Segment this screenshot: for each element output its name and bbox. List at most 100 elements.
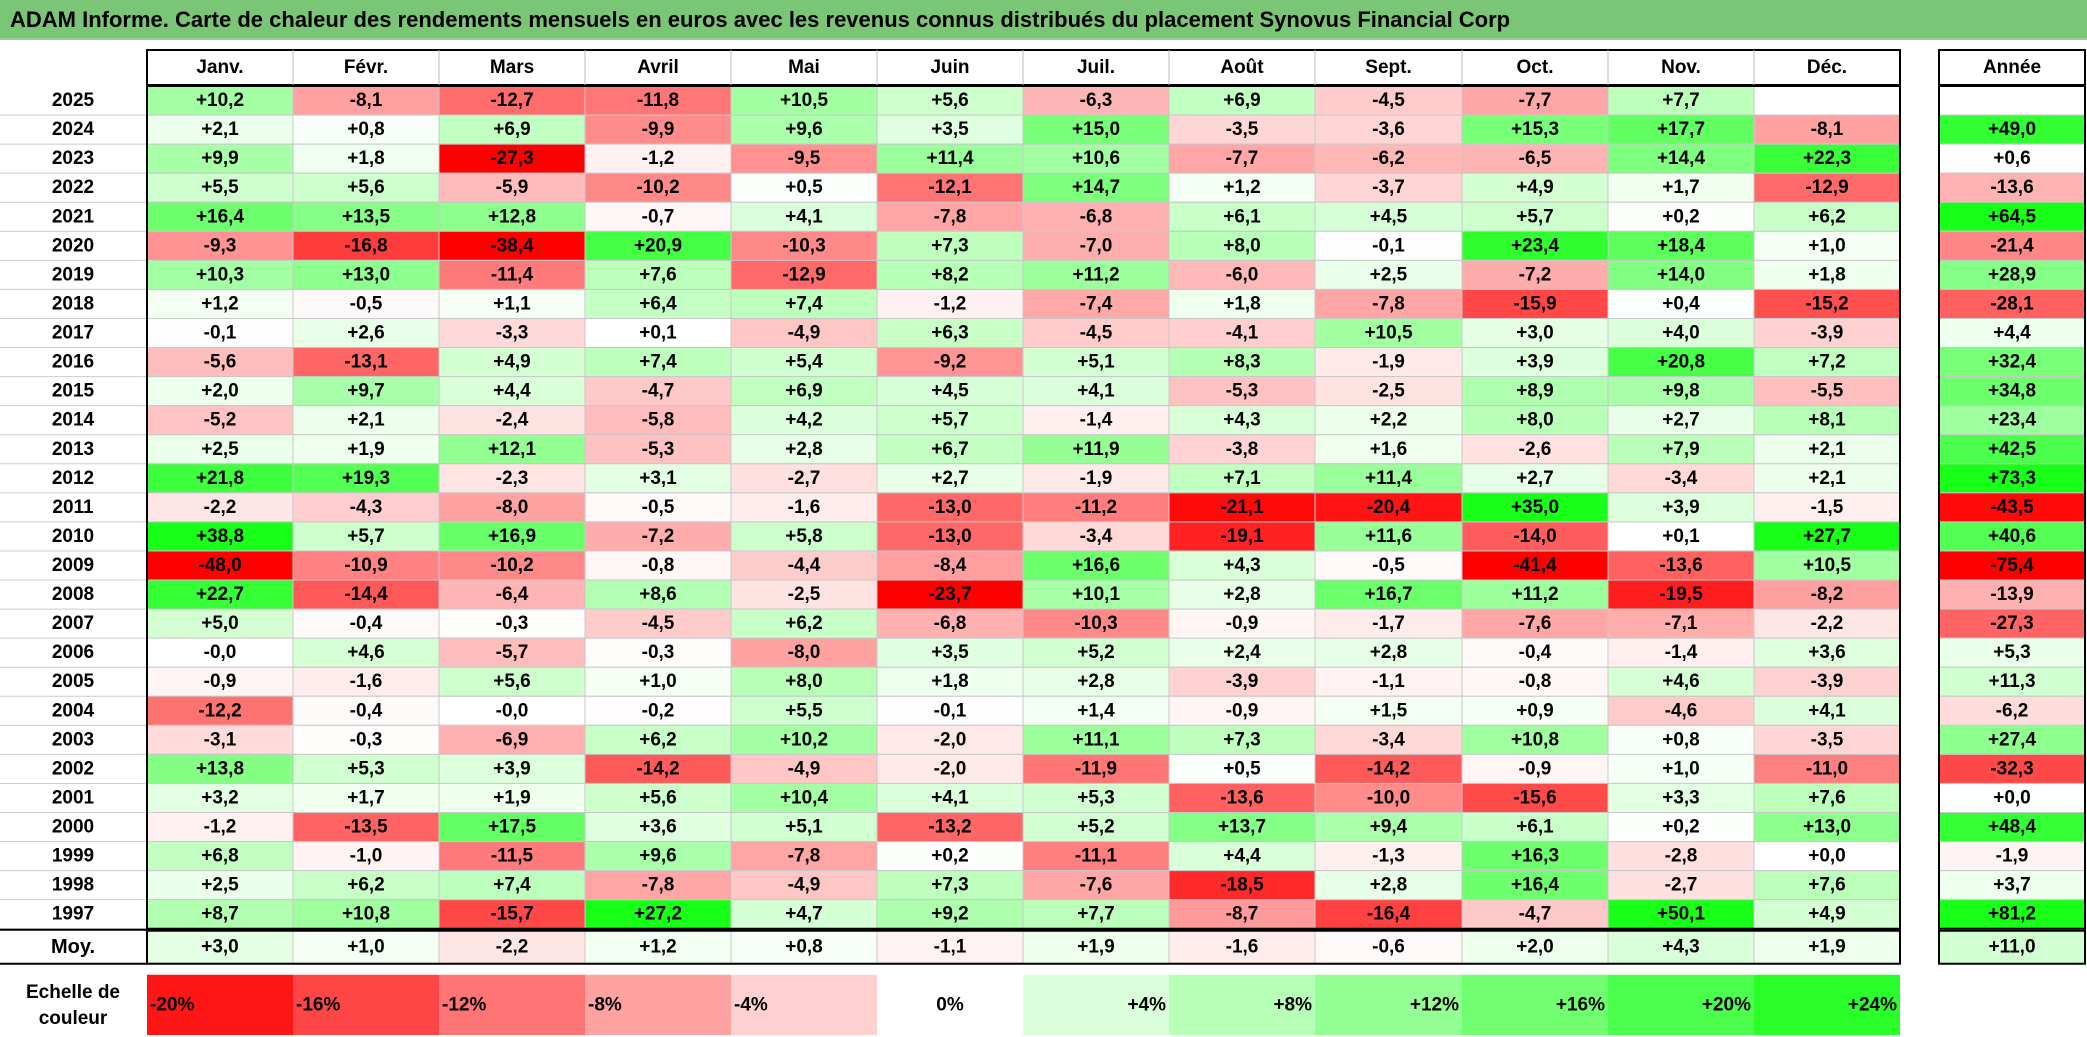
cell-value: +8,1 bbox=[1808, 410, 1846, 431]
cell-value: -5,3 bbox=[642, 439, 675, 460]
heat-cell bbox=[1461, 463, 1609, 494]
heat-cell bbox=[876, 259, 1024, 290]
cell-value: +1,5 bbox=[1370, 700, 1408, 721]
cell-value: -7,2 bbox=[1519, 264, 1552, 285]
heat-cell bbox=[146, 347, 294, 378]
annual-cell bbox=[1938, 550, 2086, 581]
cell-value: -4,4 bbox=[788, 555, 821, 576]
year-label: 2020 bbox=[52, 235, 94, 256]
cell-value: -0,4 bbox=[350, 613, 383, 634]
heat-cell bbox=[730, 114, 878, 145]
cell-value: -9,3 bbox=[204, 235, 237, 256]
heat-cell bbox=[292, 724, 440, 755]
year-label: 2005 bbox=[52, 671, 95, 692]
heat-cell bbox=[1753, 724, 1901, 755]
annual-value: +0,6 bbox=[1993, 148, 2031, 169]
cell-value: -0,5 bbox=[1372, 555, 1405, 576]
cell-value: -5,8 bbox=[642, 410, 675, 431]
cell-value: -9,5 bbox=[788, 148, 821, 169]
annual-value: +49,0 bbox=[1988, 119, 2036, 140]
cell-value: -7,8 bbox=[1372, 293, 1405, 314]
heat-cell bbox=[292, 579, 440, 610]
heat-cell bbox=[584, 114, 732, 145]
cell-value: -1,6 bbox=[350, 671, 383, 692]
scale-swatch bbox=[731, 974, 877, 1035]
average-value: -1,1 bbox=[934, 937, 967, 958]
cell-value: -7,6 bbox=[1519, 613, 1552, 634]
year-label: 2008 bbox=[52, 584, 94, 605]
heat-cell bbox=[876, 579, 1024, 610]
cell-value: +6,1 bbox=[1516, 817, 1554, 838]
cell-value: +4,9 bbox=[1516, 177, 1554, 198]
average-value: +2,0 bbox=[1516, 937, 1554, 958]
scale-swatch bbox=[439, 974, 585, 1035]
cell-value: +7,6 bbox=[1808, 875, 1846, 896]
cell-value: -0,3 bbox=[642, 642, 675, 663]
heat-cell bbox=[146, 550, 294, 581]
heat-cell bbox=[1168, 753, 1316, 784]
heat-cell bbox=[292, 782, 440, 814]
month-header-9: Sept. bbox=[1365, 57, 1411, 78]
cell-value: +9,8 bbox=[1662, 381, 1700, 402]
cell-value: -8,1 bbox=[1811, 119, 1844, 140]
cell-value: -1,3 bbox=[1372, 846, 1405, 867]
heat-cell bbox=[1168, 492, 1316, 523]
month-header-4: Avril bbox=[637, 57, 679, 78]
cell-value: -2,5 bbox=[788, 584, 821, 605]
cell-value: +0,2 bbox=[1662, 817, 1700, 838]
cell-value: +2,8 bbox=[1370, 642, 1408, 663]
heat-cell bbox=[1168, 463, 1316, 494]
cell-value: +9,6 bbox=[639, 846, 677, 867]
cell-value: +3,1 bbox=[639, 468, 677, 489]
cell-value: +10,1 bbox=[1072, 584, 1121, 605]
cell-value: +11,2 bbox=[1511, 584, 1558, 605]
cell-value: -13,0 bbox=[928, 526, 971, 547]
cell-value: +13,0 bbox=[1803, 817, 1851, 838]
cell-value: +4,4 bbox=[1223, 846, 1261, 867]
cell-value: +4,4 bbox=[493, 381, 531, 402]
cell-value: -48,0 bbox=[198, 555, 241, 576]
annual-value: +5,3 bbox=[1993, 642, 2031, 663]
cell-value: -1,1 bbox=[1372, 671, 1405, 692]
annual-cell bbox=[1938, 85, 2086, 116]
scale-stop-label: +16% bbox=[1556, 994, 1605, 1015]
cell-value: +8,0 bbox=[785, 671, 823, 692]
cell-value: -7,6 bbox=[1080, 875, 1113, 896]
year-label: 2014 bbox=[52, 410, 95, 431]
year-label: 2002 bbox=[52, 758, 94, 779]
cell-value: +4,7 bbox=[785, 904, 823, 925]
cell-value: +1,2 bbox=[201, 293, 239, 314]
heat-cell bbox=[1168, 376, 1316, 407]
cell-value: +5,2 bbox=[1077, 817, 1115, 838]
cell-value: +5,5 bbox=[201, 177, 239, 198]
heat-cell bbox=[1461, 288, 1609, 319]
cell-value: -10,3 bbox=[1074, 613, 1117, 634]
cell-value: +9,7 bbox=[347, 381, 385, 402]
cell-value: +3,3 bbox=[1662, 787, 1700, 808]
cell-value: -13,6 bbox=[1220, 787, 1263, 808]
cell-value: -9,2 bbox=[934, 352, 967, 373]
average-value: -2,2 bbox=[496, 937, 529, 958]
annual-value: +32,4 bbox=[1988, 352, 2037, 373]
cell-value: +11,6 bbox=[1365, 526, 1412, 547]
heat-cell bbox=[1168, 695, 1316, 726]
cell-value: +10,8 bbox=[1511, 729, 1559, 750]
cell-value: -0,5 bbox=[642, 497, 675, 518]
annual-value: +28,9 bbox=[1988, 264, 2036, 285]
cell-value: +10,3 bbox=[196, 264, 244, 285]
cell-value: -11,0 bbox=[1806, 758, 1848, 779]
scale-stop-label: 0% bbox=[936, 994, 964, 1015]
cell-value: +7,6 bbox=[1808, 787, 1846, 808]
year-label: 2004 bbox=[52, 700, 95, 721]
cell-value: -0,9 bbox=[204, 671, 237, 692]
average-cell bbox=[1753, 930, 1901, 965]
cell-value: -3,9 bbox=[1226, 671, 1259, 692]
heat-cell bbox=[584, 870, 732, 901]
cell-value: -1,2 bbox=[642, 148, 675, 169]
annual-value: -28,1 bbox=[1990, 293, 2034, 314]
annual-value: -13,6 bbox=[1990, 177, 2033, 198]
year-label: 2017 bbox=[52, 323, 94, 344]
heat-cell bbox=[1168, 143, 1316, 174]
scale-stop-label: -20% bbox=[150, 994, 194, 1015]
cell-value: -23,7 bbox=[928, 584, 971, 605]
